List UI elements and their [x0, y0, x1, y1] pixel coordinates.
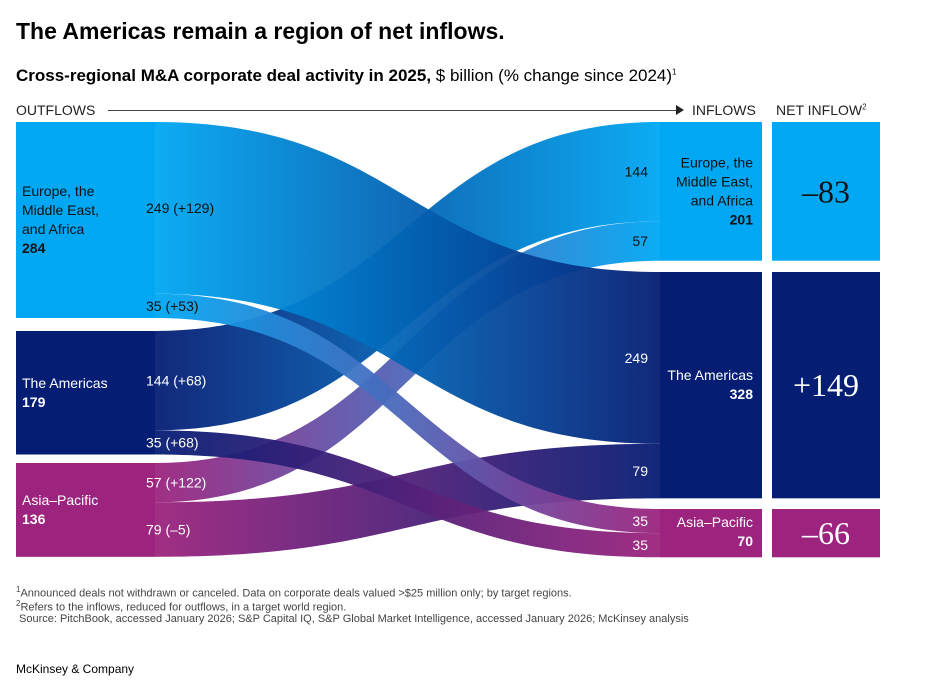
inflows-header: INFLOWS [692, 102, 756, 118]
source-total: 284 [22, 240, 46, 256]
target-label: The Americas [667, 367, 753, 383]
target-label: Middle East, [676, 173, 753, 189]
flow-label-left: 144 (+68) [146, 373, 206, 389]
outflows-header: OUTFLOWS [16, 102, 96, 118]
direction-arrow-line [108, 110, 676, 111]
flow-label-left: 249 (+129) [146, 200, 214, 216]
flow-emea-to-americas [155, 122, 660, 444]
target-node-americas [660, 272, 762, 499]
source-node-apac [16, 463, 155, 557]
subtitle-bold: Cross-regional M&A corporate deal activi… [16, 66, 432, 85]
flow-value-right: 144 [625, 164, 649, 180]
flow-emea-to-apac [155, 293, 660, 534]
flow-label-left: 79 (–5) [146, 522, 190, 538]
flow-label-left: 57 (+122) [146, 475, 206, 491]
brand-logo-text: McKinsey & Company [16, 662, 135, 676]
source-label: and Africa [22, 221, 84, 237]
net-inflow-value: +149 [793, 367, 859, 403]
flow-value-right: 249 [625, 350, 649, 366]
chart-title: The Americas remain a region of net infl… [16, 18, 505, 44]
flow-value-right: 35 [632, 537, 648, 553]
source-label: Europe, the [22, 183, 95, 199]
footnote-1: 1Announced deals not withdrawn or cancel… [16, 585, 572, 600]
flow-value-right: 79 [632, 463, 648, 479]
target-total: 201 [730, 211, 754, 227]
source-label: The Americas [22, 375, 108, 391]
net-inflow-box-americas [772, 272, 880, 499]
flow-value-right: 35 [632, 513, 648, 529]
net-inflow-box-apac [772, 509, 880, 558]
footnote-2: 2Refers to the inflows, reduced for outf… [16, 599, 346, 614]
net-inflow-footnote-mark: 2 [862, 102, 867, 112]
net-inflow-value: –66 [801, 515, 850, 551]
subtitle-unit: $ billion (% change since 2024) [431, 66, 673, 85]
footnote-mark: 1 [16, 585, 21, 594]
target-total: 70 [737, 533, 753, 549]
source-total: 179 [22, 394, 46, 410]
source-note: Source: PitchBook, accessed January 2026… [16, 613, 689, 625]
footnote-text: Announced deals not withdrawn or cancele… [20, 587, 572, 600]
target-label: Europe, the [681, 154, 754, 170]
footnote-mark: 2 [16, 599, 21, 608]
net-inflow-header: NET INFLOW2 [776, 102, 867, 118]
target-label: and Africa [691, 192, 753, 208]
subtitle-footnote-mark: 1 [672, 67, 677, 77]
target-node-emea [660, 122, 762, 261]
net-inflow-value: –83 [801, 173, 850, 209]
net-inflow-label: NET INFLOW [776, 102, 863, 118]
net-inflow-box-emea [772, 122, 880, 261]
source-label: Middle East, [22, 202, 99, 218]
target-label: Asia–Pacific [677, 514, 753, 530]
source-total: 136 [22, 511, 46, 527]
target-node-apac [660, 509, 762, 558]
arrow-head-icon [676, 105, 684, 115]
chart-subtitle: Cross-regional M&A corporate deal activi… [16, 66, 677, 86]
source-node-emea [16, 122, 155, 318]
flow-value-right: 57 [632, 233, 648, 249]
footnote-text: Refers to the inflows, reduced for outfl… [20, 601, 347, 614]
source-label: Asia–Pacific [22, 492, 98, 508]
target-total: 328 [730, 386, 754, 402]
flow-label-left: 35 (+68) [146, 434, 199, 450]
source-node-americas [16, 331, 155, 455]
flow-americas-to-apac [155, 430, 660, 558]
flow-label-left: 35 (+53) [146, 298, 199, 314]
